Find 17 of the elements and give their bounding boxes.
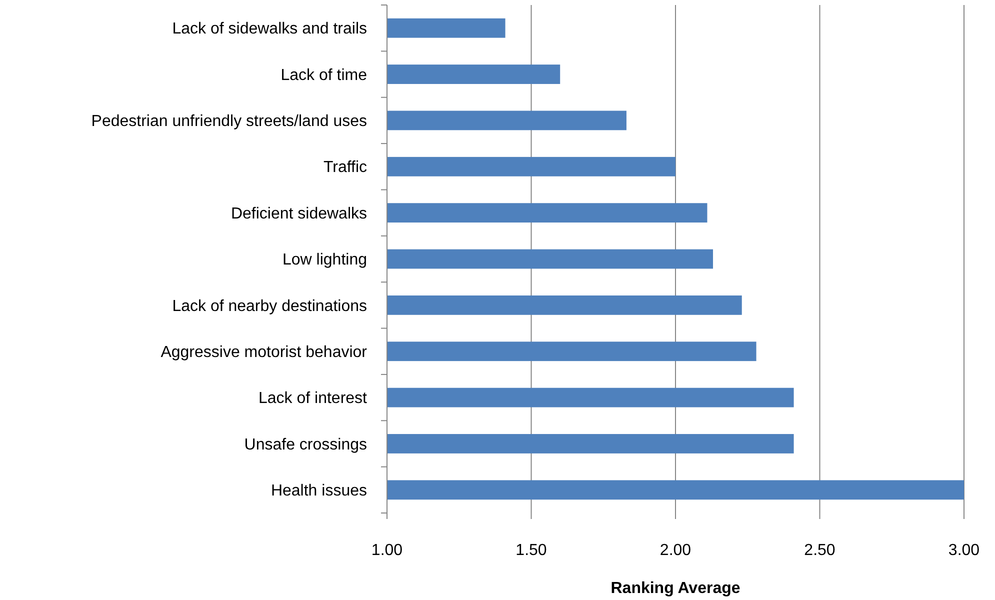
y-tick-label: Lack of nearby destinations (172, 298, 367, 315)
y-tick-label: Lack of sidewalks and trails (172, 20, 367, 38)
y-tick-label: Low lighting (282, 252, 367, 269)
y-tick-label: Pedestrian unfriendly streets/land uses (91, 113, 367, 130)
y-tick-label: Health issues (270, 482, 367, 500)
x-tick-label: 1.00 (371, 542, 403, 559)
x-tick-label: 3.00 (948, 542, 980, 559)
x-axis-title: Ranking Average (610, 580, 740, 597)
y-tick-label: Unsafe crossings (244, 436, 367, 454)
x-tick-label: 2.50 (804, 542, 836, 559)
y-tick-label: Lack of interest (258, 390, 368, 408)
y-tick-label: Deficient sidewalks (230, 205, 367, 222)
y-tick-label: Lack of time (280, 66, 368, 84)
x-tick-label: 2.00 (660, 542, 692, 559)
y-tick-label: Traffic (323, 159, 367, 176)
x-tick-label: 1.50 (516, 542, 547, 559)
y-tick-label: Aggressive motorist behavior (160, 344, 368, 361)
